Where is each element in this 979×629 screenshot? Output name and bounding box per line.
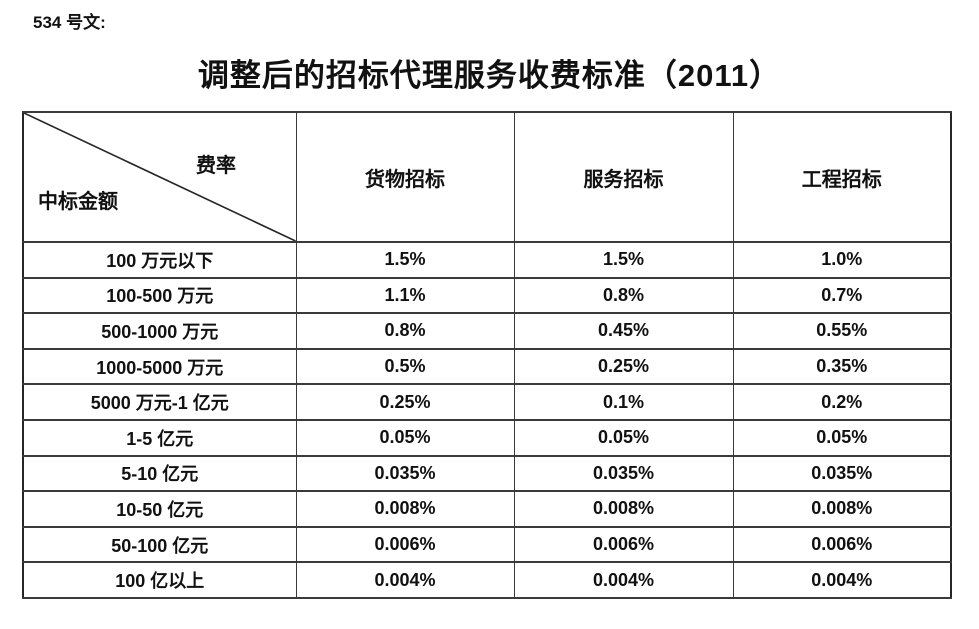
table-row: 5000 万元-1 亿元 0.25% 0.1% 0.2%	[22, 383, 952, 421]
amount-range-cell: 100 万元以下	[22, 241, 297, 279]
rate-cell: 0.006%	[513, 525, 734, 564]
rate-cell: 0.05%	[295, 418, 515, 457]
rate-cell: 1.0%	[732, 241, 952, 279]
amount-range-cell: 10-50 亿元	[22, 490, 297, 528]
amount-range-cell: 500-1000 万元	[22, 312, 297, 350]
amount-range-cell: 100-500 万元	[22, 276, 297, 315]
column-header-service: 服务招标	[513, 111, 734, 243]
rate-cell: 0.035%	[732, 454, 952, 493]
rate-cell: 0.05%	[513, 418, 734, 457]
rate-cell: 0.006%	[295, 525, 515, 564]
rate-cell: 0.7%	[732, 276, 952, 315]
table-row: 5-10 亿元 0.035% 0.035% 0.035%	[22, 454, 952, 493]
amount-range-cell: 50-100 亿元	[22, 525, 297, 564]
fee-table: 费率 中标金额 货物招标 服务招标 工程招标 100 万元以下 1.5% 1.5% 1…	[22, 111, 952, 599]
column-header-engineering: 工程招标	[732, 111, 952, 243]
rate-cell: 0.05%	[732, 418, 952, 457]
rate-cell: 0.008%	[513, 490, 734, 528]
rate-cell: 0.004%	[732, 561, 952, 599]
rate-cell: 0.2%	[732, 383, 952, 421]
rate-cell: 0.25%	[513, 347, 734, 386]
amount-range-cell: 1000-5000 万元	[22, 347, 297, 386]
rate-cell: 0.035%	[295, 454, 515, 493]
table-row: 100 亿以上 0.004% 0.004% 0.004%	[22, 561, 952, 599]
doc-number-label: 534 号文:	[33, 13, 106, 32]
fee-table-body: 100 万元以下 1.5% 1.5% 1.0% 100-500 万元 1.1% 0.8% 0.…	[22, 241, 952, 599]
amount-range-cell: 5-10 亿元	[22, 454, 297, 493]
corner-label-rate: 费率	[196, 155, 236, 177]
table-row: 10-50 亿元 0.008% 0.008% 0.008%	[22, 490, 952, 528]
table-row: 1000-5000 万元 0.5% 0.25% 0.35%	[22, 347, 952, 386]
rate-cell: 0.008%	[732, 490, 952, 528]
amount-range-cell: 100 亿以上	[22, 561, 297, 599]
diagonal-line	[24, 113, 296, 241]
rate-cell: 0.55%	[732, 312, 952, 350]
rate-cell: 0.5%	[295, 347, 515, 386]
header-row: 费率 中标金额 货物招标 服务招标 工程招标	[22, 111, 952, 243]
rate-cell: 0.8%	[295, 312, 515, 350]
table-row: 100 万元以下 1.5% 1.5% 1.0%	[22, 241, 952, 279]
rate-cell: 0.1%	[513, 383, 734, 421]
table-row: 500-1000 万元 0.8% 0.45% 0.55%	[22, 312, 952, 350]
rate-cell: 0.45%	[513, 312, 734, 350]
rate-cell: 0.035%	[513, 454, 734, 493]
amount-range-cell: 1-5 亿元	[22, 418, 297, 457]
amount-range-cell: 5000 万元-1 亿元	[22, 383, 297, 421]
rate-cell: 1.5%	[513, 241, 734, 279]
page-title: 调整后的招标代理服务收费标准（2011）	[197, 58, 782, 93]
diagonal-header-cell: 费率 中标金额	[22, 111, 297, 243]
rate-cell: 0.004%	[513, 561, 734, 599]
table-row: 1-5 亿元 0.05% 0.05% 0.05%	[22, 418, 952, 457]
rate-cell: 0.004%	[295, 561, 515, 599]
rate-cell: 0.008%	[295, 490, 515, 528]
rate-cell: 1.5%	[295, 241, 515, 279]
table-row: 50-100 亿元 0.006% 0.006% 0.006%	[22, 525, 952, 564]
table-row: 100-500 万元 1.1% 0.8% 0.7%	[22, 276, 952, 315]
rate-cell: 0.25%	[295, 383, 515, 421]
column-header-goods: 货物招标	[295, 111, 515, 243]
rate-cell: 0.006%	[732, 525, 952, 564]
rate-cell: 0.35%	[732, 347, 952, 386]
rate-cell: 1.1%	[295, 276, 515, 315]
corner-label-amount: 中标金额	[38, 191, 118, 213]
rate-cell: 0.8%	[513, 276, 734, 315]
